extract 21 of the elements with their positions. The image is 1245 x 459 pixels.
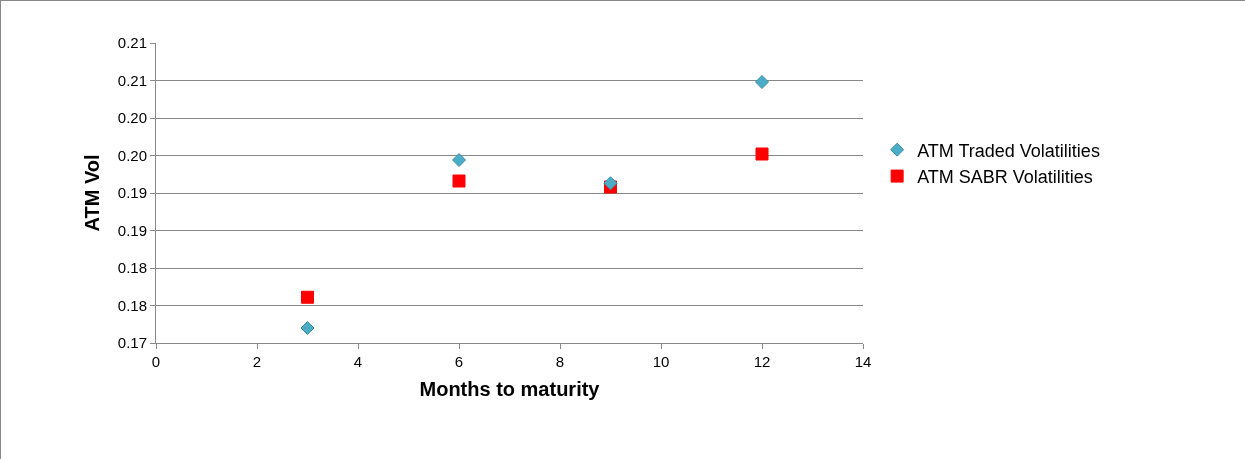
x-tick-label: 4 bbox=[353, 353, 363, 370]
y-tick-label: 0.20 bbox=[117, 109, 147, 127]
x-tick-label: 8 bbox=[555, 353, 565, 370]
y-tick-label: 0.18 bbox=[117, 296, 147, 314]
x-tick-label: 0 bbox=[151, 353, 161, 370]
y-tick-label: 0.19 bbox=[117, 184, 147, 202]
x-tick-label: 2 bbox=[252, 353, 262, 370]
y-axis-title: ATM Vol bbox=[81, 154, 104, 232]
legend-label: ATM Traded Volatilities bbox=[917, 140, 1100, 161]
x-axis-title: Months to maturity bbox=[419, 377, 601, 400]
y-tick-label: 0.18 bbox=[117, 259, 147, 277]
y-tick-label: 0.19 bbox=[117, 221, 147, 239]
y-tick-label: 0.21 bbox=[117, 71, 147, 89]
y-tick-label: 0.21 bbox=[117, 34, 147, 52]
x-tick-label: 10 bbox=[652, 353, 670, 370]
x-tick-label: 6 bbox=[454, 353, 464, 370]
x-tick-label: 14 bbox=[854, 353, 872, 370]
y-tick-label: 0.17 bbox=[117, 334, 147, 352]
legend-label: ATM SABR Volatilities bbox=[917, 167, 1093, 188]
x-tick-label: 12 bbox=[753, 353, 771, 370]
y-tick-label: 0.20 bbox=[117, 146, 147, 164]
